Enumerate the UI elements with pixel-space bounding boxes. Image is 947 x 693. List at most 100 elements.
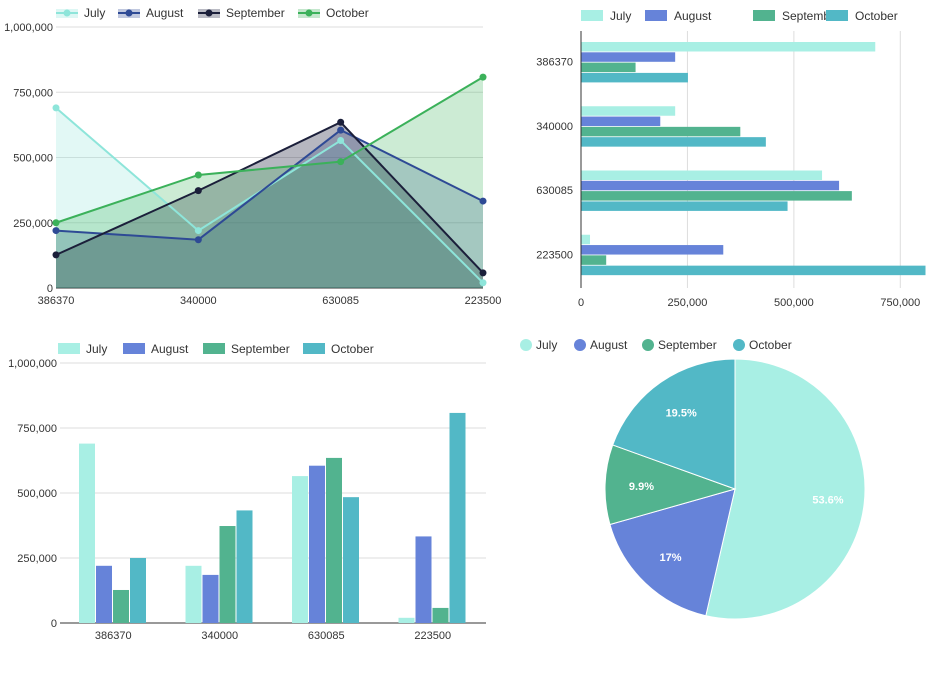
bar-september	[581, 62, 636, 73]
bar-august	[581, 180, 840, 191]
legend-label: August	[674, 9, 712, 23]
bar-august	[96, 565, 112, 623]
y-tick-label: 250,000	[13, 218, 53, 230]
pie-value-label: 9.9%	[629, 481, 654, 493]
series-area-september	[56, 122, 483, 288]
data-point	[52, 104, 60, 112]
data-point	[479, 279, 487, 287]
x-tick-label: 750,000	[880, 297, 920, 309]
bar-august	[581, 52, 676, 62]
bar-august	[581, 245, 724, 255]
x-tick-label: 630085	[308, 630, 345, 642]
x-tick-label: 0	[578, 297, 584, 309]
bar-august	[202, 574, 219, 623]
y-tick-label: 0	[51, 618, 57, 630]
pie-slice-july	[705, 358, 866, 620]
data-point	[337, 126, 345, 134]
y-tick-label: 750,000	[13, 87, 53, 99]
legend-label: September	[226, 6, 285, 20]
legend-label: October	[855, 9, 898, 23]
pie-value-label: 19.5%	[666, 407, 697, 419]
bar-september	[581, 191, 852, 201]
bar-october	[581, 137, 766, 147]
y-tick-label: 223500	[536, 249, 573, 261]
y-tick-label: 500,000	[17, 488, 57, 500]
pie-value-label: 53.6%	[812, 495, 843, 507]
bar-july	[292, 476, 308, 623]
legend-label: October	[326, 6, 369, 20]
bar-october	[581, 265, 926, 276]
bar-july	[79, 443, 95, 623]
x-tick-label: 500,000	[774, 297, 814, 309]
legend-swatch	[826, 10, 848, 21]
bar-october	[130, 558, 146, 623]
bar-september	[113, 589, 129, 623]
legend-label: October	[331, 342, 374, 356]
data-point	[337, 118, 345, 126]
data-point	[337, 137, 345, 145]
data-point	[52, 219, 60, 227]
x-tick-label: 340000	[180, 295, 217, 307]
series-area-august	[56, 130, 483, 288]
pie-chart: 53.6% 17% 9.9% 19.5% July August September Octo…	[520, 338, 866, 620]
series-line-october	[55, 76, 484, 224]
pie-slice-september	[604, 444, 737, 526]
legend-marker	[574, 339, 586, 351]
legend-label: August	[590, 338, 628, 352]
legend-label: July	[536, 338, 557, 352]
y-tick-label: 340000	[536, 121, 573, 133]
legend-label: July	[86, 342, 107, 356]
series-line-september	[55, 121, 484, 274]
legend-swatch	[753, 10, 775, 21]
bar-august	[415, 536, 432, 623]
x-tick-label: 223500	[465, 295, 502, 307]
data-point	[479, 197, 487, 205]
data-point	[194, 236, 202, 244]
y-tick-label: 750,000	[17, 423, 57, 435]
x-tick-label: 340000	[201, 630, 238, 642]
legend-marker	[125, 9, 133, 17]
y-tick-label: 630085	[536, 185, 573, 197]
legend-label: September	[231, 342, 290, 356]
x-tick-label: 223500	[414, 630, 451, 642]
vertical-bar-chart: 0 250,000 500,000 750,000 1,000,000 386370 340…	[8, 342, 486, 642]
series-area-july	[56, 107, 483, 288]
area-chart: 0 250,000 500,000 750,000 1,000,000 386370 340…	[4, 6, 501, 307]
bar-october	[581, 201, 788, 211]
legend-label: September	[658, 338, 717, 352]
legend-label: August	[146, 6, 184, 20]
pie-slice-october	[612, 358, 736, 490]
data-point	[479, 73, 487, 81]
x-tick-label: 250,000	[668, 297, 708, 309]
bar-july	[581, 106, 676, 116]
x-tick-label: 630085	[322, 295, 359, 307]
legend-swatch	[58, 343, 80, 354]
legend-label: July	[84, 6, 105, 20]
x-tick-label: 386370	[38, 295, 75, 307]
data-point	[194, 171, 202, 179]
legend-marker	[520, 339, 532, 351]
pie-value-label: 17%	[659, 552, 681, 564]
bar-august	[309, 465, 325, 623]
bar-october	[581, 72, 688, 83]
data-point	[194, 187, 202, 195]
y-tick-label: 1,000,000	[8, 358, 57, 370]
bar-october	[236, 510, 253, 623]
series-line-august	[55, 128, 484, 241]
bar-september	[219, 526, 236, 623]
legend-swatch	[645, 10, 667, 21]
legend-marker	[642, 339, 654, 351]
bar-july	[581, 42, 876, 52]
data-point	[52, 227, 60, 235]
bar-october	[449, 412, 466, 623]
bar-july	[398, 617, 415, 623]
legend-swatch	[581, 10, 603, 21]
bar-september	[581, 126, 741, 137]
legend-label: July	[610, 9, 631, 23]
legend-marker	[733, 339, 745, 351]
x-tick-label: 386370	[95, 630, 132, 642]
legend-label: August	[151, 342, 189, 356]
legend-swatch	[123, 343, 145, 354]
legend-label: October	[749, 338, 792, 352]
